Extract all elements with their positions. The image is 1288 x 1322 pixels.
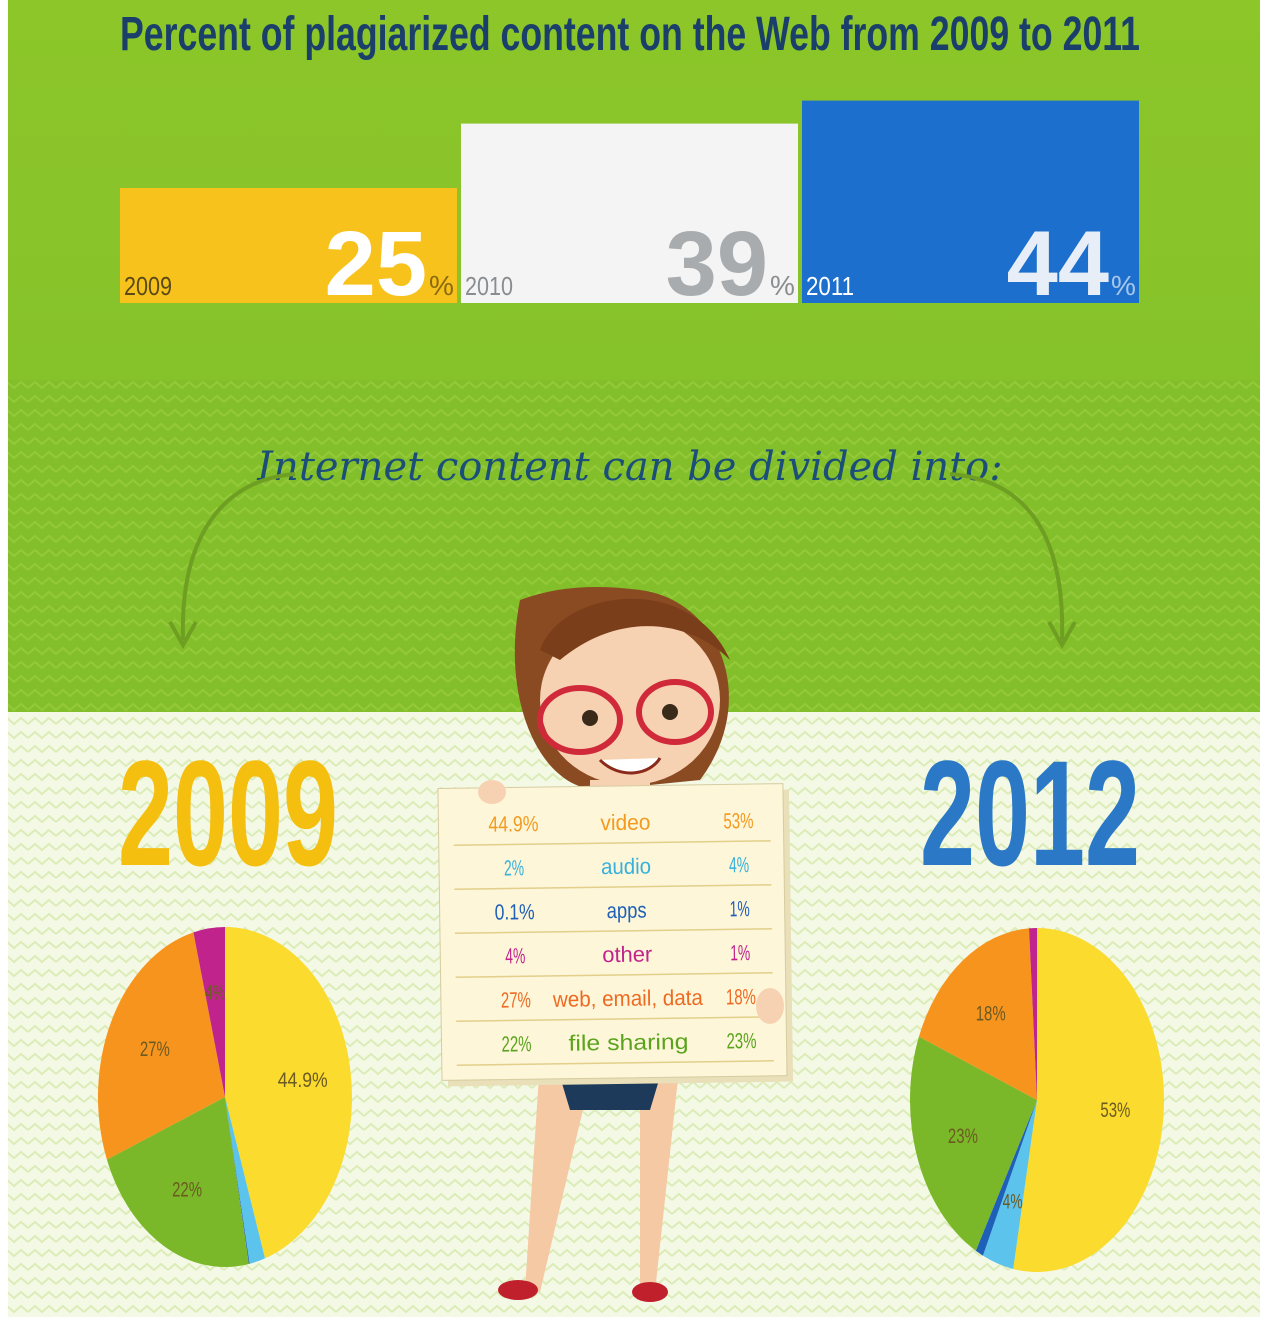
pie-title: 2012 bbox=[920, 729, 1140, 897]
sign-category: file sharing bbox=[568, 1029, 688, 1056]
sign-category: apps bbox=[606, 898, 646, 924]
sign-category: other bbox=[602, 941, 652, 967]
pie-slice bbox=[225, 1097, 250, 1264]
chart-title: Percent of plagiarized content on the We… bbox=[120, 8, 1140, 61]
pie-label: 53% bbox=[1100, 1099, 1130, 1122]
bar bbox=[120, 188, 457, 303]
pie-label: 4% bbox=[205, 981, 225, 1004]
sign-category: video bbox=[600, 809, 650, 835]
sign-rule bbox=[455, 972, 773, 978]
bar bbox=[461, 123, 798, 303]
pie-slice bbox=[910, 1036, 1037, 1251]
pie-slice bbox=[193, 927, 225, 1097]
pie-title: 2009 bbox=[118, 729, 338, 897]
hand-right bbox=[756, 988, 784, 1024]
sign-category: audio bbox=[601, 853, 651, 879]
bar-unit: % bbox=[770, 270, 795, 301]
arrow-right bbox=[949, 472, 1065, 641]
sign-rule bbox=[453, 840, 771, 846]
pie-slice bbox=[975, 1100, 1037, 1256]
pie-slice bbox=[98, 932, 225, 1160]
arrow-right-head bbox=[1047, 621, 1077, 650]
pie-slice bbox=[1013, 928, 1165, 1273]
sign-value: 2% bbox=[504, 855, 524, 880]
pie-label: 22% bbox=[172, 1178, 202, 1201]
sign-value: 0.1% bbox=[494, 899, 534, 925]
bar-value: 25 bbox=[325, 213, 427, 315]
pie-label: 44.9% bbox=[278, 1069, 328, 1092]
sign-value: 53% bbox=[723, 808, 753, 833]
pie-label: 23% bbox=[948, 1125, 978, 1148]
sign-sheet bbox=[437, 783, 788, 1081]
arrow-left-head bbox=[168, 621, 198, 650]
sign: 44.9% video 53% 2% audio 4% 0.1% apps 1% 4% other 1… bbox=[437, 783, 794, 1087]
sign-value: 1% bbox=[729, 896, 749, 921]
sign-rule bbox=[454, 928, 772, 934]
sign-value: 1% bbox=[730, 940, 750, 965]
sign-category: web, email, data bbox=[552, 985, 704, 1012]
bar-unit: % bbox=[1111, 270, 1136, 301]
bar-unit: % bbox=[429, 270, 454, 301]
pie-slice bbox=[982, 1100, 1037, 1269]
sign-value: 4% bbox=[505, 943, 525, 968]
pie-slice bbox=[106, 1097, 249, 1267]
sign-value: 4% bbox=[729, 852, 749, 877]
subtitle: Internet content can be divided into: bbox=[256, 444, 1003, 490]
hand-left bbox=[478, 780, 506, 804]
sign-rule bbox=[456, 1016, 774, 1022]
arrow-left bbox=[180, 472, 296, 641]
sign-value: 23% bbox=[726, 1028, 756, 1053]
pie-slice bbox=[225, 927, 352, 1259]
bar-value: 44 bbox=[1007, 213, 1109, 315]
pie-slice bbox=[918, 928, 1037, 1100]
illustration bbox=[498, 587, 730, 1302]
bar bbox=[802, 100, 1139, 303]
right-margin bbox=[1260, 0, 1288, 1317]
pie-slice bbox=[225, 1097, 266, 1264]
sign-value: 44.9% bbox=[488, 811, 538, 837]
sign-value: 18% bbox=[726, 984, 756, 1009]
sign-value: 27% bbox=[501, 987, 531, 1012]
bar-value: 39 bbox=[666, 213, 768, 315]
pie-label: 18% bbox=[976, 1003, 1006, 1026]
sign-value: 22% bbox=[501, 1031, 531, 1056]
pie-slice bbox=[1029, 928, 1037, 1100]
pie-label: 27% bbox=[140, 1038, 170, 1061]
sign-rule bbox=[456, 1060, 774, 1066]
sign-rule bbox=[454, 884, 772, 890]
bar-category: 2011 bbox=[806, 271, 854, 301]
bar-category: 2010 bbox=[465, 271, 513, 301]
bar-category: 2009 bbox=[124, 271, 172, 301]
pie-label: 4% bbox=[1003, 1190, 1023, 1213]
